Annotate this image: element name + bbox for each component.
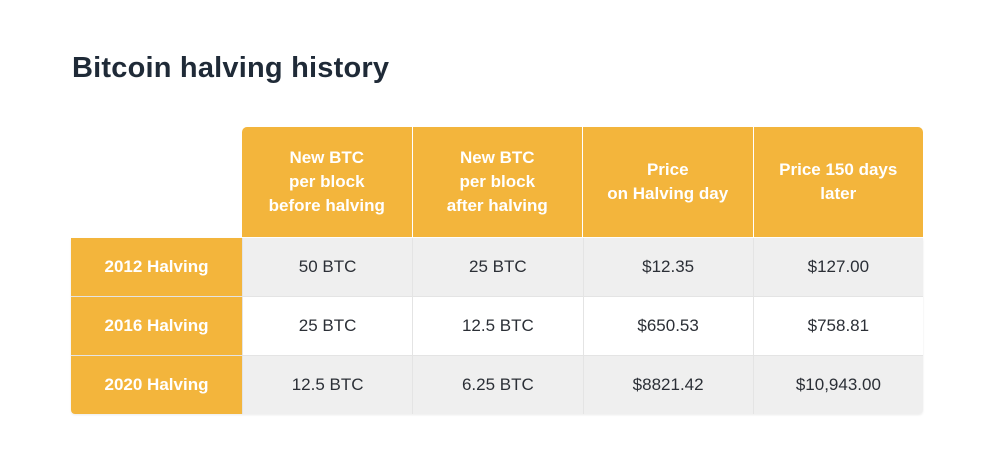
table-cell: $650.53: [582, 297, 753, 355]
header-price-150-days: Price 150 days later: [752, 127, 924, 237]
table-cell: 25 BTC: [412, 238, 583, 296]
table-cell: 6.25 BTC: [412, 356, 583, 414]
table-row: 2016 Halving 25 BTC 12.5 BTC $650.53 $75…: [71, 296, 923, 355]
header-btc-before: New BTC per block before halving: [268, 148, 385, 215]
table-row: 2020 Halving 12.5 BTC 6.25 BTC $8821.42 …: [71, 355, 923, 414]
page-title: Bitcoin halving history: [72, 52, 390, 84]
header-btc-after: New BTC per block after halving: [411, 127, 583, 237]
row-label: 2012 Halving: [71, 238, 242, 296]
table-cell: 50 BTC: [242, 238, 413, 296]
row-label: 2016 Halving: [71, 297, 242, 355]
table-cell: 12.5 BTC: [242, 356, 413, 414]
table-cell: $8821.42: [582, 356, 753, 414]
table-cell: 25 BTC: [242, 297, 413, 355]
table-cell: 12.5 BTC: [412, 297, 583, 355]
table-row: 2012 Halving 50 BTC 25 BTC $12.35 $127.0…: [71, 238, 923, 296]
row-label: 2020 Halving: [71, 356, 242, 414]
table-cell: $127.00: [752, 238, 923, 296]
header-price-halving-day: Price on Halving day: [582, 127, 753, 237]
halving-table: New BTC per block before halving New BTC…: [71, 127, 923, 414]
table-cell: $10,943.00: [752, 356, 923, 414]
table-cell: $758.81: [752, 297, 923, 355]
table-header-row: New BTC per block before halving New BTC…: [242, 127, 923, 237]
table-body: 2012 Halving 50 BTC 25 BTC $12.35 $127.0…: [71, 238, 923, 414]
table-cell: $12.35: [582, 238, 753, 296]
